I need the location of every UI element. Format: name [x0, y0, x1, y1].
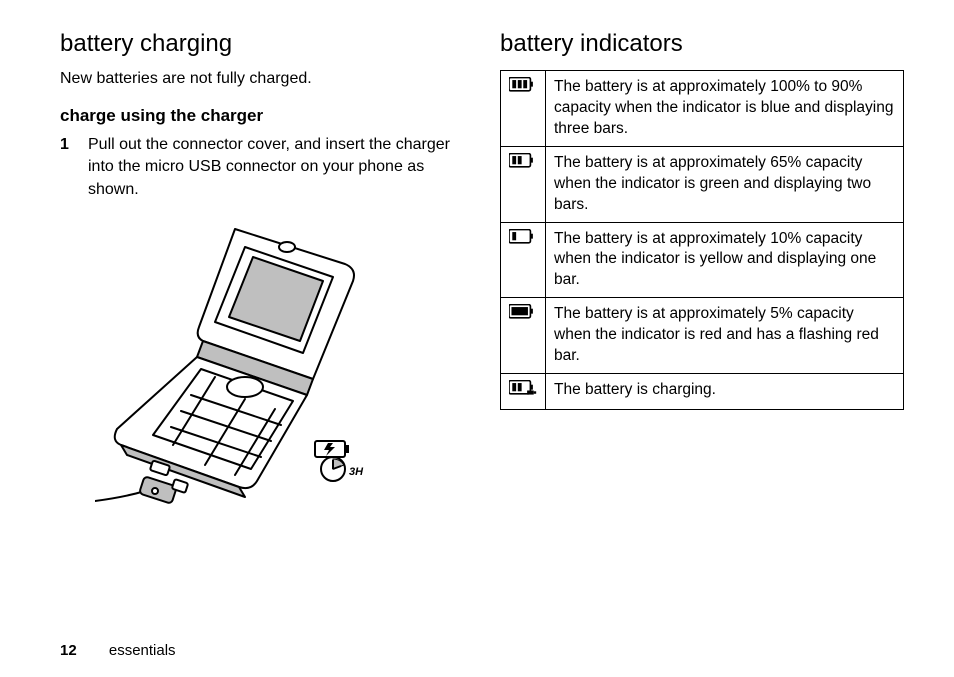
table-row: The battery is at approximately 10% capa…	[501, 222, 904, 298]
indicators-heading: battery indicators	[500, 30, 904, 58]
page-number: 12	[60, 642, 77, 659]
phone-illustration-wrap: 3H	[60, 219, 460, 509]
right-column: battery indicators The battery is at app…	[500, 30, 904, 509]
indicator-description: The battery is at approximately 65% capa…	[546, 146, 904, 222]
charger-subheading: charge using the charger	[60, 106, 460, 126]
battery-indicators-table: The battery is at approximately 100% to …	[500, 70, 904, 410]
left-column: battery charging New batteries are not f…	[60, 30, 460, 509]
indicator-description: The battery is at approximately 10% capa…	[546, 222, 904, 298]
indicator-description: The battery is at approximately 5% capac…	[546, 298, 904, 374]
charging-intro: New batteries are not fully charged.	[60, 70, 460, 88]
footer-section: essentials	[109, 642, 176, 659]
battery-icon	[501, 146, 546, 222]
phone-charging-illustration: 3H	[95, 219, 425, 509]
table-row: The battery is at approximately 100% to …	[501, 71, 904, 147]
battery-icon	[501, 71, 546, 147]
charge-time-label: 3H	[349, 466, 364, 478]
table-row: The battery is at approximately 65% capa…	[501, 146, 904, 222]
table-row: The battery is at approximately 5% capac…	[501, 298, 904, 374]
step-number: 1	[60, 134, 76, 201]
battery-icon	[501, 298, 546, 374]
step-text: Pull out the connector cover, and insert…	[88, 134, 460, 201]
indicator-description: The battery is charging.	[546, 374, 904, 410]
indicator-description: The battery is at approximately 100% to …	[546, 71, 904, 147]
battery-icon	[501, 374, 546, 410]
step-1: 1 Pull out the connector cover, and inse…	[60, 134, 460, 201]
page-footer: 12 essentials	[60, 642, 176, 659]
charging-heading: battery charging	[60, 30, 460, 58]
table-row: The battery is charging.	[501, 374, 904, 410]
battery-icon	[501, 222, 546, 298]
